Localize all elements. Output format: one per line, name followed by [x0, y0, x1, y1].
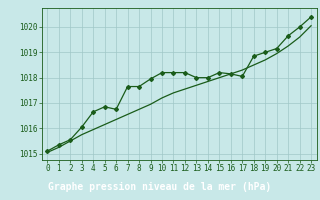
Text: Graphe pression niveau de la mer (hPa): Graphe pression niveau de la mer (hPa) [48, 182, 272, 192]
